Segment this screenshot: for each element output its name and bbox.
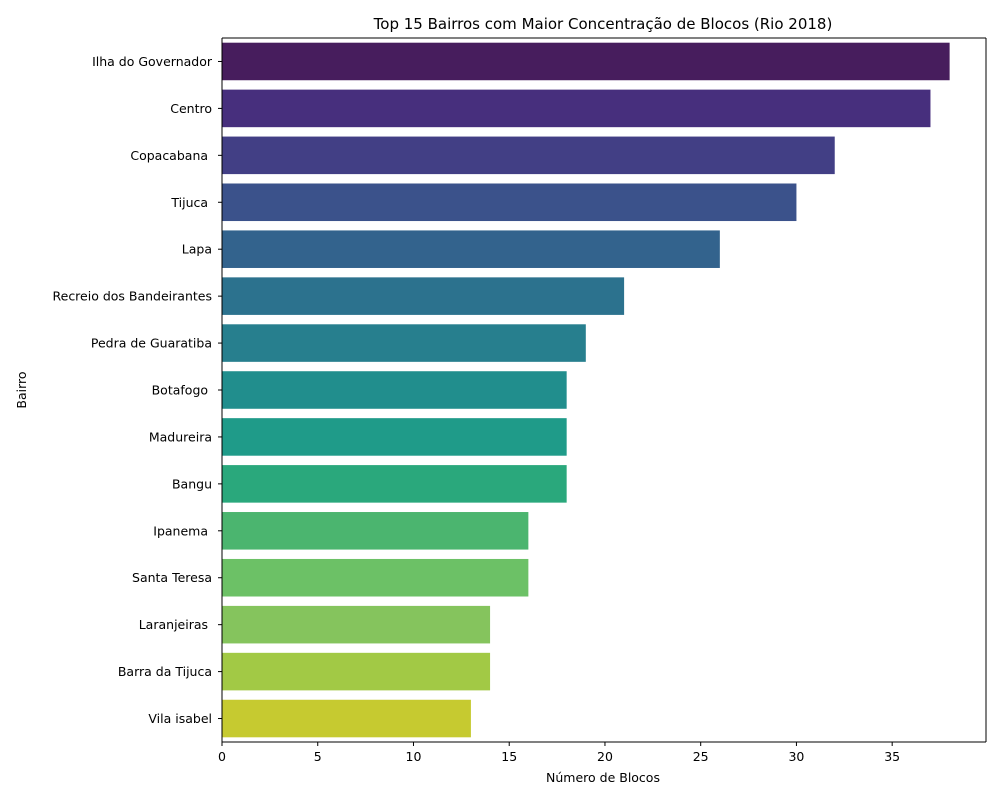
y-axis-label: Bairro: [14, 371, 29, 408]
bar: [222, 230, 720, 268]
bar: [222, 512, 529, 550]
bar: [222, 605, 491, 644]
y-tick-label: Ilha do Governador: [92, 54, 213, 69]
bar: [222, 277, 625, 315]
y-tick-label: Santa Teresa: [132, 570, 212, 585]
y-tick-label: Madureira: [149, 429, 212, 444]
y-tick-label: Recreio dos Bandeirantes: [53, 289, 213, 304]
y-tick-label: Tijuca: [170, 195, 212, 210]
y-tick-label: Barra da Tijuca: [118, 664, 212, 679]
x-ticks-group: 0 5 10 15 20 25 30 35: [218, 742, 900, 764]
x-axis-label: Número de Blocos: [546, 770, 660, 785]
y-ticks-group: Ilha do Governador Centro Copacabana Tijuc…: [53, 54, 222, 726]
y-tick-label: Copacabana: [130, 148, 212, 163]
x-tick-label: 30: [788, 749, 804, 764]
bar: [222, 89, 931, 128]
bar: [222, 418, 567, 456]
y-tick-label: Ipanema: [153, 523, 212, 538]
y-tick-label: Lapa: [182, 242, 212, 257]
bar: [222, 183, 797, 222]
y-tick-label: Bangu: [172, 476, 212, 491]
x-tick-label: 15: [501, 749, 517, 764]
x-tick-label: 5: [314, 749, 322, 764]
bar: [222, 371, 567, 409]
x-tick-label: 10: [406, 749, 422, 764]
x-tick-label: 0: [218, 749, 226, 764]
bars-group: [222, 42, 950, 738]
x-tick-label: 35: [884, 749, 900, 764]
bar: [222, 558, 529, 597]
bar: [222, 324, 586, 362]
chart-title: Top 15 Bairros com Maior Concentração de…: [373, 15, 833, 33]
y-tick-label: Centro: [170, 101, 212, 116]
y-tick-label: Botafogo: [152, 383, 212, 398]
y-tick-label: Pedra de Guaratiba: [91, 336, 212, 351]
y-tick-label: Laranjeiras: [139, 617, 212, 632]
y-tick-label: Vila isabel: [148, 711, 212, 726]
bar: [222, 652, 491, 691]
bar: [222, 465, 567, 503]
x-tick-label: 25: [693, 749, 709, 764]
bar: [222, 699, 471, 738]
bar: [222, 136, 835, 175]
x-tick-label: 20: [597, 749, 613, 764]
bar: [222, 42, 950, 81]
